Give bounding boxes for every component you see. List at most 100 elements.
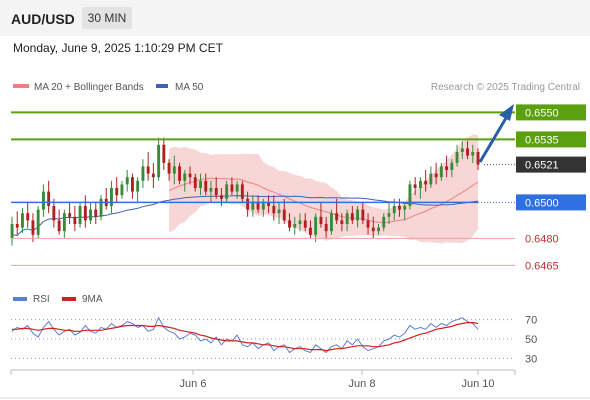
ma20-legend-swatch [13,84,29,88]
candle-body [471,152,475,156]
candle-body [335,213,339,221]
candle-body [141,166,145,181]
candle-body [204,180,208,192]
candle-body [199,180,202,188]
candle-body [413,184,417,188]
candle-body [303,220,307,228]
candle-body [261,202,265,210]
candle-body [460,148,464,152]
ma20-line [168,177,479,224]
candle-body [78,206,82,224]
candle-body [309,227,312,235]
x-axis-tick-label: Jun 10 [461,378,494,390]
x-axis-tick-label: Jun 8 [349,378,376,390]
candle-body [429,173,433,185]
candle-body [21,213,24,228]
candle-body [220,195,223,199]
candle-body [83,206,87,221]
current-level-label: 0.6521 [525,160,559,172]
candle-body [47,191,51,206]
forecast-arrow-head [499,104,514,121]
candle-body [450,162,454,170]
pivot-level-label: 0.6500 [525,197,559,209]
candle-body [246,198,250,210]
candle-body [330,213,333,232]
bollinger-band [169,134,478,244]
resistance-level-label: 0.6550 [525,107,559,119]
candle-body [125,177,129,185]
candle-body [293,224,297,228]
candle-body [146,166,150,174]
candle-body [434,173,438,178]
candle-body [99,198,103,217]
candle-body [157,144,161,178]
rsi-tick-label: 30 [525,353,537,365]
candle-body [366,220,370,228]
ma50-legend-label: MA 50 [175,82,204,93]
candle-body [424,180,428,185]
candle-body [68,213,72,217]
current-level-tag [516,156,586,173]
candle-body [52,206,56,221]
candle-body [172,166,176,174]
candle-body [162,144,166,163]
candle-body [120,184,124,196]
candle-body [225,184,229,199]
rsi-line [11,316,479,354]
resistance-level-tag [516,104,586,121]
candle-body [183,173,187,181]
candle-body [345,213,349,224]
candle-body [15,224,19,228]
rsi-panel: 30 50 70 [11,315,537,365]
candle-body [131,177,134,192]
candle-body [371,227,375,232]
candle-body [445,166,448,170]
candle-body [26,213,30,221]
candle-body [277,209,281,214]
candle-body [188,173,192,178]
candle-body [324,224,328,232]
candle-body [36,209,40,235]
candle-body [377,227,380,232]
header-bar: AUD/USD 30 MIN [0,0,590,36]
forecast-arrow-shaft [478,117,508,163]
main-panel [10,134,480,246]
candle-body [408,184,412,206]
candle-body [10,224,14,239]
candle-body [62,213,66,232]
rsi-ma9-line [12,322,479,352]
candle-body [230,184,234,192]
candle-body [42,191,45,210]
candle-body [167,162,171,174]
symbol-label: AUD/USD [11,11,75,27]
candle-body [314,216,318,235]
candle-body [403,206,407,210]
support-level-label: 0.6480 [525,233,559,245]
candle-body [267,202,270,206]
rsi-tick-label: 70 [525,315,537,327]
credit-label: Research © 2025 Trading Central [431,82,580,93]
candle-body [115,188,119,196]
candle-body [382,216,386,228]
candle-body [319,216,323,224]
timeframe-button[interactable]: 30 MIN [82,7,132,29]
resistance-level-label: 0.6535 [525,134,559,146]
candle-body [151,173,155,178]
candle-body [31,220,35,235]
candle-body [73,216,77,224]
ma9-legend-label: 9MA [82,294,103,305]
candle-body [361,209,365,221]
rsi-tick-label: 50 [525,334,537,346]
candle-body [387,213,391,217]
x-axis-labels: Jun 6 Jun 8 Jun 10 [180,370,495,390]
candle-body [282,209,286,221]
candle-body [251,202,255,210]
candle-body [439,166,443,178]
pivot-level-tag [516,194,586,211]
candle-body [209,188,213,192]
x-axis-tick-label: Jun 6 [180,378,207,390]
candle-body [214,188,218,196]
candle-body [110,188,113,206]
candle-body [235,184,239,192]
